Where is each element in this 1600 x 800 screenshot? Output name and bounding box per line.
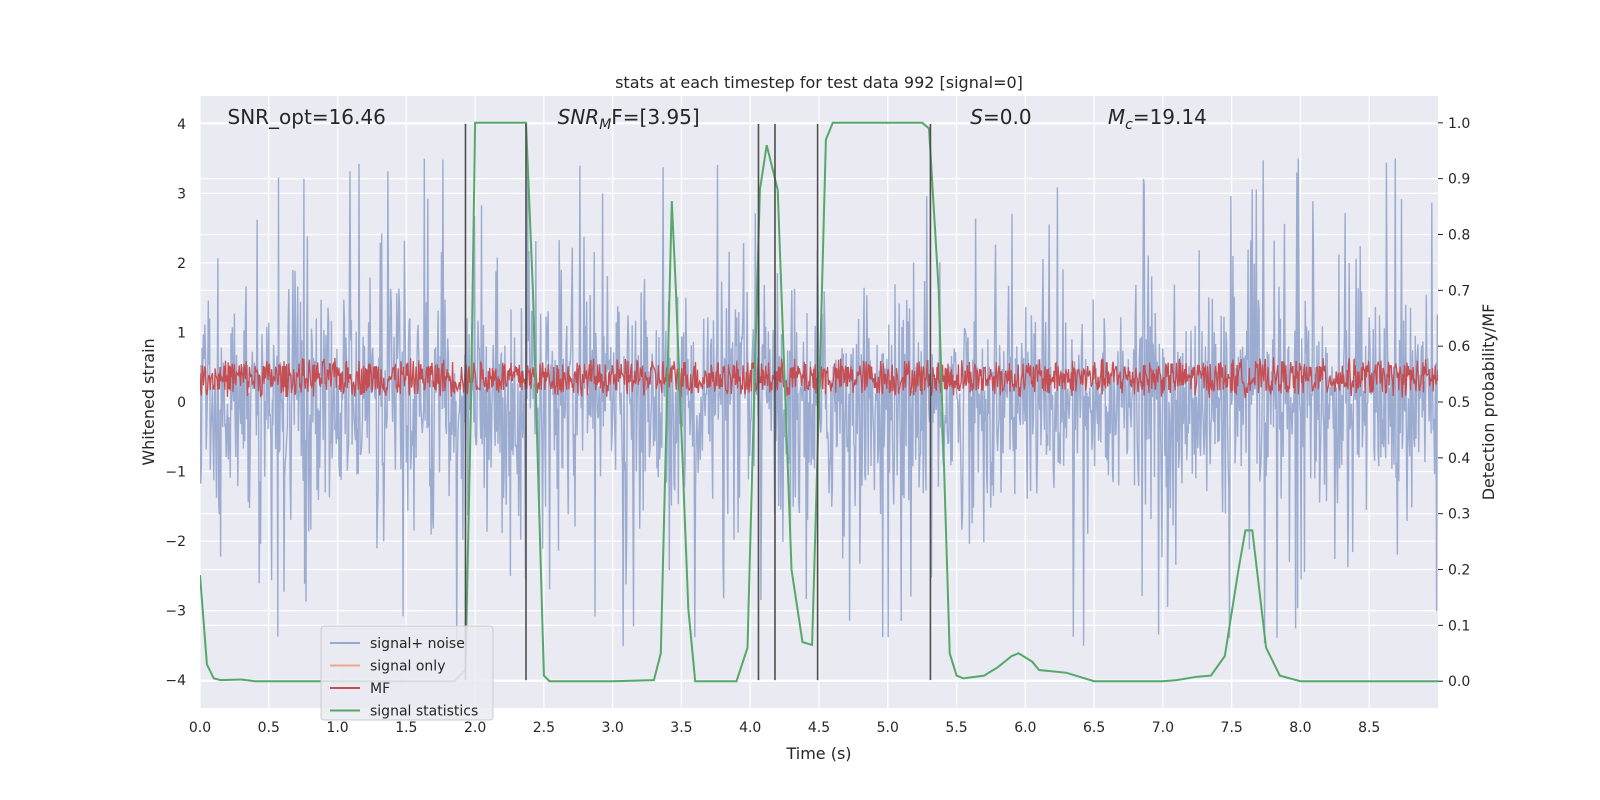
x-tick-label: 1.0 [326, 720, 348, 736]
x-tick-label: 7.5 [1221, 720, 1243, 736]
x-tick-label: 5.0 [877, 720, 899, 736]
y-tick-label: −1 [165, 465, 186, 481]
y-axis-ticks: −4 −3 −2 −1 0 1 2 3 4 [165, 117, 186, 689]
x-tick-label: 8.5 [1358, 720, 1380, 736]
x-tick-label: 3.5 [670, 720, 692, 736]
y-right-tick-label: 0.4 [1448, 451, 1470, 467]
x-tick-label: 6.0 [1014, 720, 1036, 736]
y-right-tick-label: 0.5 [1448, 395, 1470, 411]
y-tick-label: 3 [177, 186, 186, 202]
x-tick-label: 8.0 [1289, 720, 1311, 736]
legend-label: signal+ noise [370, 636, 465, 652]
annotation-text: SNRMF=[3.95] [558, 105, 700, 133]
series-signal-statistics [200, 121, 1438, 683]
y-right-tick-label: 1.0 [1448, 116, 1470, 132]
y-right-tick-label: 0.7 [1448, 283, 1470, 299]
legend-label: MF [370, 681, 390, 697]
y-tick-label: 4 [177, 117, 186, 133]
y-tick-label: −4 [165, 673, 186, 689]
chart-title: stats at each timestep for test data 992… [615, 73, 1023, 92]
x-tick-label: 7.0 [1152, 720, 1174, 736]
y-tick-label: −2 [165, 534, 186, 550]
y-tick-label: 1 [177, 325, 186, 341]
legend: signal+ noise signal only MF signal statist… [320, 625, 494, 721]
x-tick-label: 6.5 [1083, 720, 1105, 736]
x-tick-label: 1.5 [395, 720, 417, 736]
y-right-tick-label: 0.8 [1448, 227, 1470, 243]
y-right-axis-ticks: 0.0 0.1 0.2 0.3 0.4 0.5 0.6 0.7 0.8 0.9 1.0 [1438, 116, 1470, 690]
annotation-text: Mc=19.14 [1108, 105, 1207, 133]
x-axis-ticks: 0.0 0.5 1.0 1.5 2.0 2.5 3.0 3.5 4.0 4.5 5.0 5.5 6.0 6… [189, 720, 1380, 736]
plot-area [200, 121, 1438, 683]
legend-box [320, 625, 494, 721]
x-tick-label: 3.0 [602, 720, 624, 736]
legend-label: signal only [370, 659, 445, 675]
x-axis-title: Time (s) [785, 744, 851, 763]
y-axis-title: Whitened strain [139, 338, 158, 465]
x-tick-label: 2.0 [464, 720, 486, 736]
y-tick-label: −3 [165, 604, 186, 620]
x-tick-label: 0.5 [258, 720, 280, 736]
annotations: SNR_opt=16.46 SNRMF=[3.95] S=0.0 Mc=19.14 [228, 105, 1207, 133]
x-tick-label: 0.0 [189, 720, 211, 736]
x-tick-label: 4.5 [808, 720, 830, 736]
y-right-tick-label: 0.6 [1448, 339, 1470, 355]
y-right-axis-title: Detection probability/MF [1479, 304, 1498, 501]
y-right-tick-label: 0.2 [1448, 563, 1470, 579]
y-right-tick-label: 0.0 [1448, 674, 1470, 690]
y-right-tick-label: 0.3 [1448, 507, 1470, 523]
annotation-text: S=0.0 [970, 105, 1031, 129]
legend-label: signal statistics [370, 704, 478, 720]
y-right-tick-label: 0.9 [1448, 172, 1470, 188]
annotation-text: SNR_opt=16.46 [228, 105, 386, 129]
x-tick-label: 5.5 [945, 720, 967, 736]
y-tick-label: 0 [177, 395, 186, 411]
y-tick-label: 2 [177, 256, 186, 272]
x-tick-label: 4.0 [739, 720, 761, 736]
x-tick-label: 2.5 [533, 720, 555, 736]
series-layer [200, 121, 1438, 683]
y-right-tick-label: 0.1 [1448, 618, 1470, 634]
